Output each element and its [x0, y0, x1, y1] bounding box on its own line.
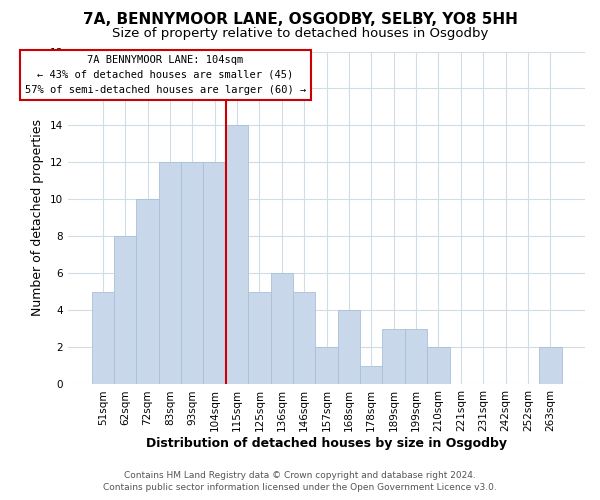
Text: 7A BENNYMOOR LANE: 104sqm
← 43% of detached houses are smaller (45)
57% of semi-: 7A BENNYMOOR LANE: 104sqm ← 43% of detac…	[25, 55, 306, 95]
Text: 7A, BENNYMOOR LANE, OSGODBY, SELBY, YO8 5HH: 7A, BENNYMOOR LANE, OSGODBY, SELBY, YO8 …	[83, 12, 517, 28]
Bar	[382, 329, 405, 384]
X-axis label: Distribution of detached houses by size in Osgodby: Distribution of detached houses by size …	[146, 437, 507, 450]
Bar	[92, 292, 114, 384]
Bar	[181, 162, 203, 384]
Y-axis label: Number of detached properties: Number of detached properties	[31, 120, 44, 316]
Bar	[226, 126, 248, 384]
Bar	[271, 274, 293, 384]
Bar	[427, 348, 449, 385]
Text: Size of property relative to detached houses in Osgodby: Size of property relative to detached ho…	[112, 28, 488, 40]
Bar	[114, 236, 136, 384]
Bar	[405, 329, 427, 384]
Bar	[338, 310, 360, 384]
Bar	[248, 292, 271, 384]
Bar	[316, 348, 338, 385]
Bar	[158, 162, 181, 384]
Bar	[360, 366, 382, 384]
Bar	[136, 200, 158, 384]
Bar	[293, 292, 316, 384]
Text: Contains HM Land Registry data © Crown copyright and database right 2024.
Contai: Contains HM Land Registry data © Crown c…	[103, 471, 497, 492]
Bar	[539, 348, 562, 385]
Bar	[203, 162, 226, 384]
